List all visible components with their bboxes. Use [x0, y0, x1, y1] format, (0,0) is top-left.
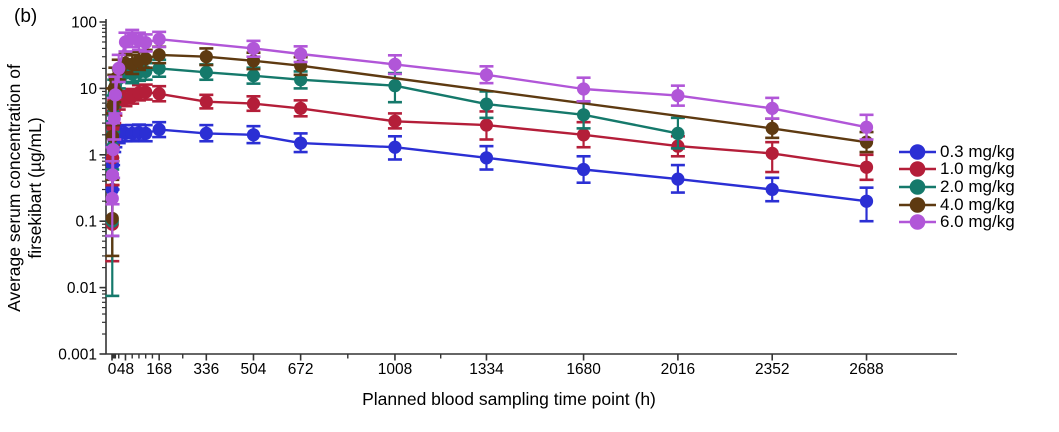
data-point-marker: [859, 194, 874, 208]
panel-label: (b): [14, 6, 38, 27]
x-tick-label: 0: [108, 361, 117, 378]
data-point-marker: [246, 41, 261, 56]
data-point-marker: [139, 126, 153, 141]
x-tick-label: 336: [193, 361, 219, 378]
data-point-marker: [576, 82, 591, 96]
x-axis-title: Planned blood sampling time point (h): [362, 389, 656, 409]
data-point-marker: [859, 120, 874, 134]
data-point-marker: [152, 48, 166, 62]
series-0-3-mg-kg: [105, 120, 874, 238]
data-point-marker: [294, 136, 308, 150]
data-point-marker: [388, 79, 402, 93]
data-point-marker: [246, 128, 261, 142]
data-point-marker: [246, 69, 261, 83]
data-point-marker: [106, 142, 120, 157]
x-tick-label: 48: [117, 361, 134, 378]
legend-item: 1.0 mg/kg: [899, 159, 1015, 179]
legend-label: 4.0 mg/kg: [940, 194, 1015, 214]
data-point-marker: [479, 97, 494, 111]
x-tick-label: 2352: [755, 361, 789, 378]
legend-circle: [909, 179, 926, 195]
legend-item: 0.3 mg/kg: [899, 141, 1015, 161]
y-tick-label: 10: [80, 81, 98, 98]
legend-item: 2.0 mg/kg: [899, 176, 1015, 196]
data-point-marker: [479, 151, 494, 165]
legend-circle: [909, 214, 926, 230]
data-point-marker: [294, 101, 308, 115]
data-point-marker: [388, 140, 402, 154]
data-point-marker: [388, 114, 402, 128]
data-point-marker: [765, 182, 779, 197]
y-tick-label: 1: [88, 147, 97, 164]
series-6-0-mg-kg: [105, 28, 874, 238]
data-point-marker: [139, 52, 153, 66]
data-point-marker: [765, 146, 779, 160]
series-2-0-mg-kg: [105, 58, 685, 298]
data-point-marker: [671, 126, 685, 141]
x-tick-label: 168: [146, 361, 172, 378]
data-point-marker: [105, 168, 120, 182]
legend-label: 6.0 mg/kg: [940, 212, 1015, 232]
data-point-marker: [152, 122, 166, 137]
data-point-marker: [246, 97, 261, 111]
data-point-marker: [139, 85, 153, 99]
y-tick-label: 0.001: [58, 347, 97, 364]
data-point-marker: [576, 108, 591, 122]
data-point-marker: [199, 50, 213, 64]
data-point-marker: [152, 61, 166, 76]
data-point-marker: [576, 128, 591, 142]
data-point-marker: [479, 68, 494, 82]
legend-item: 6.0 mg/kg: [899, 212, 1015, 232]
data-point-marker: [199, 65, 213, 79]
legend-circle: [909, 143, 926, 160]
legend: 0.3 mg/kg 1.0 mg/kg 2.0 mg/kg 4.0 mg/kg 6.0 …: [899, 141, 1015, 232]
x-tick-label: 1334: [469, 361, 504, 378]
data-point-marker: [112, 61, 126, 76]
legend-label: 2.0 mg/kg: [940, 176, 1015, 196]
data-point-marker: [152, 32, 166, 46]
legend-marker-icon: [899, 196, 936, 213]
y-tick-label: 100: [71, 15, 97, 32]
legend-marker-icon: [899, 161, 936, 178]
data-point-marker: [152, 87, 166, 101]
x-tick-label: 2016: [661, 361, 695, 378]
legend-label: 1.0 mg/kg: [940, 159, 1015, 179]
data-point-marker: [671, 172, 685, 186]
data-point-marker: [576, 162, 591, 177]
x-tick-label: 504: [241, 361, 267, 378]
data-point-marker: [199, 95, 213, 109]
series-1-0-mg-kg: [105, 83, 874, 263]
legend-circle: [909, 161, 926, 178]
data-point-marker: [108, 88, 122, 102]
legend-marker-icon: [899, 143, 936, 160]
data-point-marker: [671, 88, 685, 103]
legend-marker-icon: [899, 179, 936, 195]
chart-generated-content: 100 10 1 0.1 0.01 0.001 0 48 168 336 504 672 1008 133…: [58, 15, 957, 378]
y-tick-label: 0.1: [75, 214, 97, 231]
data-point-marker: [765, 121, 779, 135]
x-tick-label: 2688: [849, 361, 883, 378]
x-tick-label: 1008: [378, 361, 412, 378]
data-point-marker: [859, 160, 874, 174]
x-tick-label: 1680: [566, 361, 601, 378]
data-point-marker: [107, 112, 121, 126]
y-axis-title-line2: firsekibart (µg/mL): [25, 117, 45, 258]
x-tick-label: 672: [288, 361, 314, 378]
legend-circle: [909, 196, 926, 213]
data-point-marker: [139, 35, 153, 50]
legend-label: 0.3 mg/kg: [940, 141, 1015, 161]
y-tick-label: 0.01: [67, 280, 97, 297]
data-point-marker: [479, 118, 494, 132]
data-point-marker: [294, 73, 308, 87]
legend-marker-icon: [899, 214, 936, 230]
data-point-marker: [388, 57, 402, 71]
data-point-marker: [105, 191, 119, 206]
y-axis-title-line1: Average serum concentration of: [4, 64, 24, 312]
legend-item: 4.0 mg/kg: [899, 194, 1015, 214]
data-point-marker: [294, 47, 308, 61]
data-point-marker: [765, 101, 779, 115]
data-point-marker: [199, 126, 213, 141]
